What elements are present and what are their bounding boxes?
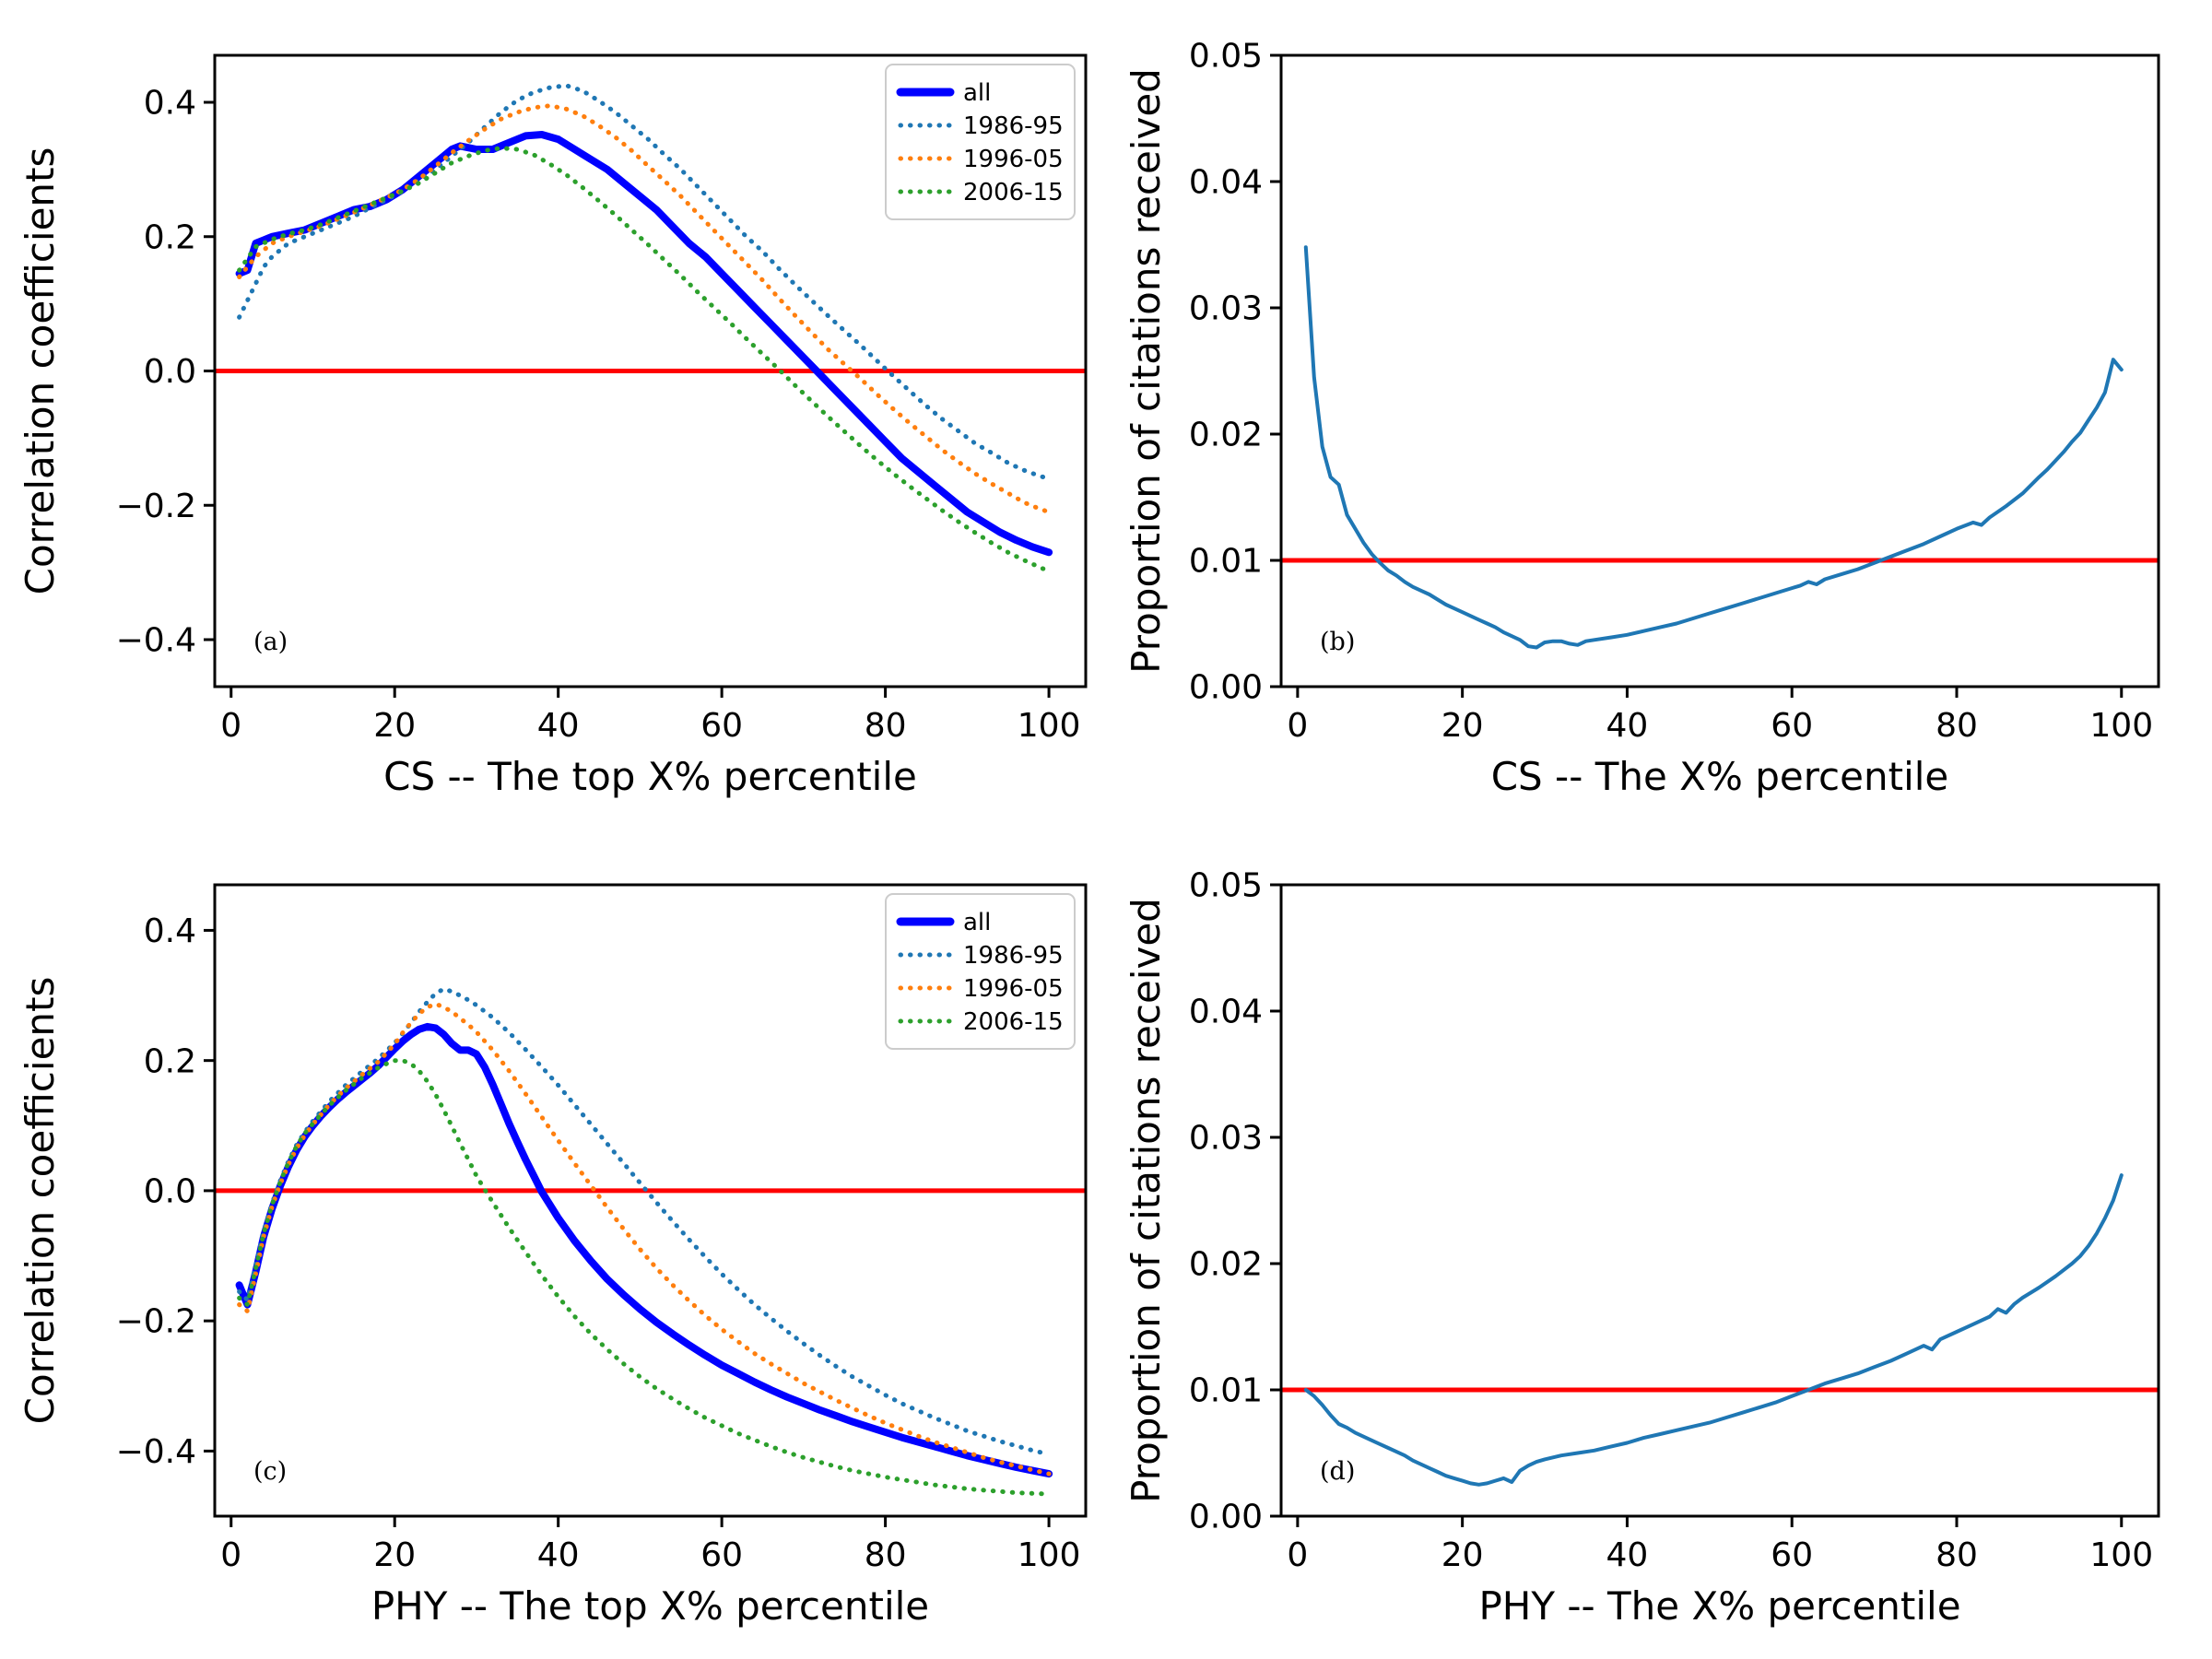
legend-label-1986-95: 1986-95 [963,112,1064,140]
x-tick-label: 60 [1771,707,1813,745]
x-tick-label: 0 [220,707,241,745]
panel-d-chart: 0 20 40 60 80 100 0.00 0.01 0.02 0.03 0.04 0.05 PHY … [1106,830,2212,1659]
x-tick-label: 80 [865,707,907,745]
x-tick-label: 100 [1018,1536,1081,1574]
y-tick-label: 0.0 [144,1173,196,1211]
series-2006-15-line [237,146,1052,574]
x-tick-label: 40 [1606,707,1649,745]
y-axis-label: Correlation coefficients [18,147,63,595]
panel-b-axes: 0 20 40 60 80 100 0.00 0.01 0.02 0.03 0.04 0.05 CS -… [1106,0,2212,830]
x-axis-label: PHY -- The top X% percentile [371,1583,929,1629]
corner-label: (a) [253,628,288,656]
y-tick-label: 0.02 [1189,1246,1263,1284]
legend-label-all: all [963,79,991,107]
y-axis-label: Correlation coefficients [18,977,63,1425]
x-tick-label: 60 [700,707,743,745]
legend-label-1996-05: 1996-05 [963,146,1064,173]
y-tick-label: 0.03 [1189,1120,1263,1158]
series-1986-95-line [237,986,1052,1457]
panel-a-chart: 0 20 40 60 80 100 −0.4 −0.2 0.0 0.2 0.4 CS -- The t… [0,0,1106,830]
panel-background [1106,830,2212,1659]
legend-label-1996-05: 1996-05 [963,975,1064,1003]
y-tick-label: 0.4 [144,85,196,123]
y-tick-label: −0.2 [116,488,196,525]
legend-box [885,893,1076,1050]
legend: all 1986-95 1996-05 2006-15 [885,893,1076,1050]
axes-border [213,883,1088,1518]
x-tick-label: 40 [537,707,580,745]
x-tick-label: 20 [1441,1536,1484,1574]
y-axis-label: Proportion of citations received [1124,68,1169,674]
y-tick-label: 0.02 [1189,417,1263,454]
y-tick-label: 0.00 [1189,669,1263,707]
series-2006-15-line [237,1058,1052,1497]
x-tick-label: 20 [373,1536,416,1574]
legend-label-2006-15: 2006-15 [963,179,1064,206]
corner-label: (c) [253,1457,287,1486]
legend-label-1986-95: 1986-95 [963,942,1064,970]
y-tick-label: 0.0 [144,353,196,391]
x-tick-label: 0 [220,1536,241,1574]
y-tick-label: −0.4 [116,1433,196,1471]
legend-label-2006-15: 2006-15 [963,1008,1064,1036]
axes-border [1279,883,2160,1518]
x-tick-label: 60 [1771,1536,1813,1574]
x-tick-label: 100 [1018,707,1081,745]
series-proportion-line [1303,1173,2124,1487]
y-tick-label: 0.00 [1189,1499,1263,1536]
x-axis-label: CS -- The X% percentile [1491,754,1949,799]
x-tick-label: 100 [2089,1536,2153,1574]
legend: all 1986-95 1996-05 2006-15 [885,64,1076,220]
series-1996-05-line [237,1001,1052,1477]
x-tick-label: 0 [1287,707,1308,745]
y-tick-label: −0.2 [116,1303,196,1341]
y-tick-label: 0.05 [1189,867,1263,905]
panel-b-chart: 0 20 40 60 80 100 0.00 0.01 0.02 0.03 0.04 0.05 CS -… [1106,0,2212,830]
panel-a-axes: 0 20 40 60 80 100 −0.4 −0.2 0.0 0.2 0.4 CS -- The t… [0,0,1106,830]
y-tick-label: 0.04 [1189,994,1263,1031]
series-1996-05-line [237,103,1052,514]
x-tick-label: 80 [865,1536,907,1574]
legend-label-all: all [963,909,991,936]
y-tick-label: −0.4 [116,622,196,660]
x-tick-label: 100 [2089,707,2153,745]
x-tick-label: 20 [1441,707,1484,745]
y-tick-label: 0.05 [1189,38,1263,76]
y-tick-label: 0.04 [1189,164,1263,202]
y-tick-label: 0.4 [144,912,196,950]
x-axis-label: CS -- The top X% percentile [383,754,917,799]
panel-c-axes: 0 20 40 60 80 100 −0.4 −0.2 0.0 0.2 0.4 PHY -- The … [0,830,1106,1659]
y-axis-label: Proportion of citations received [1124,898,1169,1503]
panel-c-chart: 0 20 40 60 80 100 −0.4 −0.2 0.0 0.2 0.4 PHY -- The … [0,830,1106,1659]
x-tick-label: 80 [1936,707,1978,745]
panel-d-axes: 0 20 40 60 80 100 0.00 0.01 0.02 0.03 0.04 0.05 PHY … [1106,830,2212,1659]
y-tick-label: 0.2 [144,1042,196,1080]
corner-label: (b) [1320,628,1355,656]
y-tick-label: 0.01 [1189,543,1263,581]
corner-label: (d) [1320,1457,1355,1486]
x-tick-label: 60 [700,1536,743,1574]
x-tick-label: 40 [537,1536,580,1574]
x-tick-label: 40 [1606,1536,1649,1574]
y-tick-label: 0.01 [1189,1372,1263,1410]
x-tick-label: 0 [1287,1536,1308,1574]
x-tick-label: 80 [1936,1536,1978,1574]
y-tick-label: 0.03 [1189,290,1263,328]
axes-border [1279,53,2160,688]
panel-background [1106,0,2212,830]
legend-box [885,64,1076,220]
y-tick-label: 0.2 [144,218,196,256]
x-tick-label: 20 [373,707,416,745]
series-1986-95-line [237,83,1052,481]
x-axis-label: PHY -- The X% percentile [1478,1583,1960,1629]
series-proportion-line [1303,245,2124,650]
